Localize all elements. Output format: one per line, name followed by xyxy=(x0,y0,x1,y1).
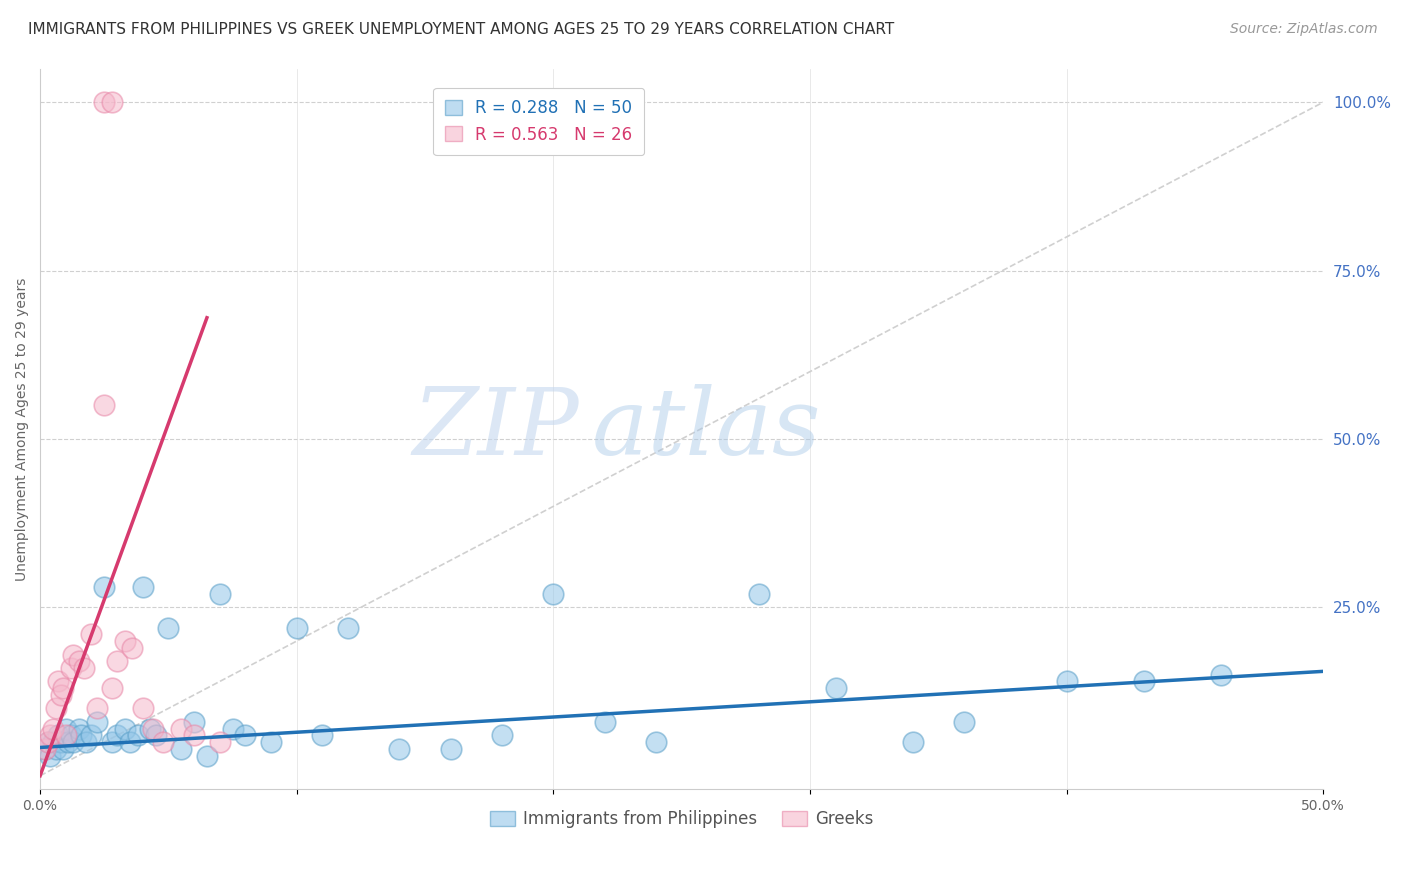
Point xyxy=(132,701,155,715)
Point xyxy=(105,654,128,668)
Point xyxy=(101,681,124,696)
Text: IMMIGRANTS FROM PHILIPPINES VS GREEK UNEMPLOYMENT AMONG AGES 25 TO 29 YEARS CORR: IMMIGRANTS FROM PHILIPPINES VS GREEK UNE… xyxy=(28,22,894,37)
Point xyxy=(46,728,69,742)
Point xyxy=(42,722,65,736)
Point xyxy=(221,722,243,736)
Point xyxy=(37,735,59,749)
Point xyxy=(101,95,124,110)
Point xyxy=(157,621,180,635)
Point xyxy=(80,728,103,742)
Point xyxy=(75,735,97,749)
Point xyxy=(52,681,75,696)
Point xyxy=(127,728,149,742)
Point xyxy=(183,728,205,742)
Point xyxy=(195,748,218,763)
Text: ZIP: ZIP xyxy=(412,384,579,474)
Point xyxy=(121,640,143,655)
Point xyxy=(139,722,162,736)
Point xyxy=(543,587,565,601)
Point xyxy=(260,735,283,749)
Point xyxy=(142,722,165,736)
Point xyxy=(70,728,93,742)
Point xyxy=(34,741,56,756)
Point xyxy=(86,714,108,729)
Point xyxy=(67,654,90,668)
Point xyxy=(44,701,66,715)
Point xyxy=(901,735,924,749)
Legend: Immigrants from Philippines, Greeks: Immigrants from Philippines, Greeks xyxy=(482,804,880,835)
Point xyxy=(93,580,115,594)
Point xyxy=(152,735,174,749)
Point xyxy=(1132,674,1154,689)
Point xyxy=(105,728,128,742)
Point xyxy=(80,627,103,641)
Point xyxy=(49,735,72,749)
Point xyxy=(593,714,616,729)
Point xyxy=(46,674,69,689)
Point xyxy=(132,580,155,594)
Point xyxy=(170,722,193,736)
Point xyxy=(93,398,115,412)
Point xyxy=(34,741,56,756)
Text: atlas: atlas xyxy=(592,384,821,474)
Point xyxy=(208,735,231,749)
Point xyxy=(235,728,257,742)
Point xyxy=(49,688,72,702)
Point xyxy=(953,714,976,729)
Point xyxy=(55,722,77,736)
Point xyxy=(114,722,136,736)
Point xyxy=(39,748,62,763)
Point xyxy=(52,741,75,756)
Point xyxy=(645,735,668,749)
Point xyxy=(208,587,231,601)
Point xyxy=(59,661,82,675)
Point xyxy=(388,741,411,756)
Point xyxy=(145,728,167,742)
Point xyxy=(491,728,513,742)
Point xyxy=(86,701,108,715)
Point xyxy=(73,661,96,675)
Point xyxy=(37,735,59,749)
Point xyxy=(58,735,80,749)
Point xyxy=(62,735,84,749)
Point xyxy=(337,621,360,635)
Point xyxy=(39,728,62,742)
Point xyxy=(67,722,90,736)
Point xyxy=(101,735,124,749)
Point xyxy=(311,728,333,742)
Point xyxy=(55,728,77,742)
Point xyxy=(170,741,193,756)
Point xyxy=(1209,667,1232,681)
Point xyxy=(748,587,770,601)
Point xyxy=(183,714,205,729)
Point xyxy=(93,95,115,110)
Point xyxy=(440,741,463,756)
Y-axis label: Unemployment Among Ages 25 to 29 years: Unemployment Among Ages 25 to 29 years xyxy=(15,277,30,581)
Point xyxy=(118,735,141,749)
Point xyxy=(62,648,84,662)
Point xyxy=(1056,674,1078,689)
Point xyxy=(285,621,308,635)
Text: Source: ZipAtlas.com: Source: ZipAtlas.com xyxy=(1230,22,1378,37)
Point xyxy=(42,735,65,749)
Point xyxy=(824,681,846,696)
Point xyxy=(44,741,66,756)
Point xyxy=(59,728,82,742)
Point xyxy=(114,634,136,648)
